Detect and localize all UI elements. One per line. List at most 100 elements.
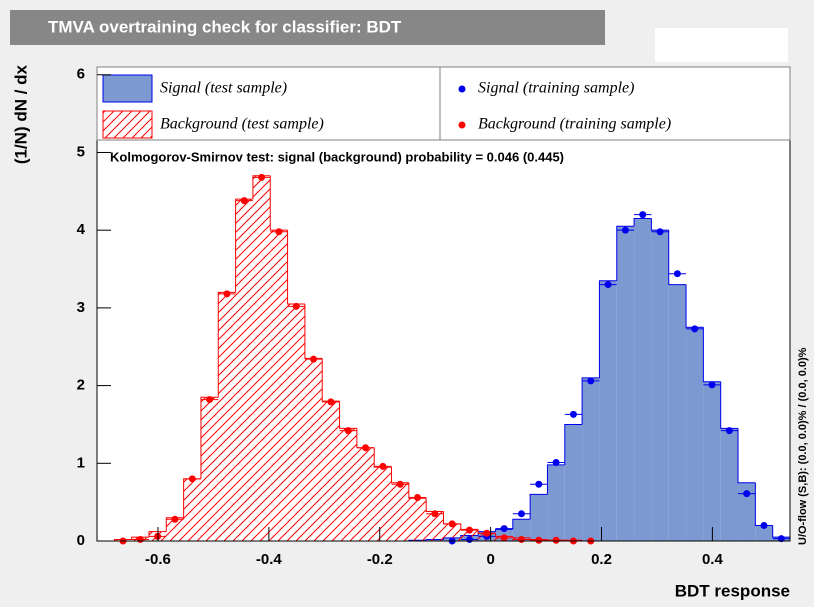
histogram-bar xyxy=(512,519,531,541)
y-tick-label: 3 xyxy=(77,299,85,316)
x-tick-label: -0.6 xyxy=(145,551,171,568)
blank-box xyxy=(655,28,788,62)
data-point xyxy=(760,521,768,529)
data-point xyxy=(483,529,491,537)
histogram-bar xyxy=(374,467,392,541)
data-point xyxy=(379,462,387,470)
histogram-bar xyxy=(322,401,340,541)
data-point xyxy=(258,173,266,181)
histogram-bar xyxy=(634,218,652,541)
histogram-bar xyxy=(651,230,669,541)
data-point xyxy=(310,355,318,363)
data-point xyxy=(136,535,144,543)
y-tick-label: 5 xyxy=(77,143,85,160)
histogram-step xyxy=(668,230,687,286)
data-point xyxy=(725,427,733,435)
histogram-step xyxy=(598,280,617,378)
data-point xyxy=(206,396,214,404)
histogram-bar xyxy=(408,498,427,541)
histogram-bar xyxy=(582,377,600,541)
legend-swatch xyxy=(102,74,153,103)
data-point xyxy=(708,381,716,389)
histogram-bar xyxy=(183,478,201,541)
histogram-step xyxy=(148,531,167,538)
data-point xyxy=(621,226,629,234)
data-point xyxy=(535,480,543,488)
x-tick-label: -0.4 xyxy=(256,551,283,568)
legend-marker xyxy=(458,121,466,129)
data-point xyxy=(604,281,612,289)
histogram-bar xyxy=(530,494,548,541)
histogram-bar xyxy=(668,284,687,541)
histogram-step xyxy=(581,377,600,425)
y-tick-label: 1 xyxy=(77,454,85,471)
data-point xyxy=(500,525,508,533)
histogram-bar xyxy=(564,424,583,541)
data-point xyxy=(223,290,231,298)
histogram-bar xyxy=(547,464,565,541)
x-tick-label: 0.2 xyxy=(591,551,612,568)
histogram-step xyxy=(529,493,548,520)
histogram-bar xyxy=(443,523,461,541)
histogram-bar xyxy=(720,428,739,541)
ks-annotation: Kolmogorov-Smirnov test: signal (backgro… xyxy=(110,149,564,164)
data-point xyxy=(327,398,335,406)
histogram-bar xyxy=(356,447,375,541)
data-point xyxy=(396,480,404,488)
x-tick-label: 0.4 xyxy=(702,551,724,568)
data-point xyxy=(656,228,664,236)
histogram-step xyxy=(200,396,219,479)
data-point xyxy=(743,490,751,498)
data-point xyxy=(362,444,370,452)
legend-label: Signal (training sample) xyxy=(478,80,634,97)
data-point xyxy=(691,325,699,333)
x-tick-label: -0.2 xyxy=(367,551,393,568)
legend-label: Background (test sample) xyxy=(160,116,324,133)
x-tick-label: 0 xyxy=(486,551,494,568)
histogram-step xyxy=(564,423,583,465)
y-tick-label: 6 xyxy=(77,66,85,83)
legend-marker xyxy=(458,85,466,93)
y-tick-label: 0 xyxy=(77,532,85,549)
histogram-step xyxy=(720,381,739,429)
data-point xyxy=(292,302,300,310)
data-point xyxy=(465,535,473,543)
histogram-bar xyxy=(755,525,773,541)
histogram-step xyxy=(616,225,635,281)
histogram-bar xyxy=(339,428,357,541)
chart-title: TMVA overtraining check for classifier: … xyxy=(48,17,402,36)
histogram-bar xyxy=(235,199,253,541)
data-point xyxy=(344,427,352,435)
data-point xyxy=(777,535,785,543)
data-point xyxy=(569,410,577,418)
histogram-bar xyxy=(252,175,271,542)
histogram-step xyxy=(287,230,305,305)
histogram-bar xyxy=(218,292,236,541)
data-point xyxy=(639,211,647,219)
histogram-bar xyxy=(166,517,184,541)
y-axis-label: (1/N) dN / dx xyxy=(11,64,30,164)
title-box xyxy=(10,10,605,45)
histogram-bar xyxy=(304,358,323,541)
histogram-bar xyxy=(599,280,617,541)
data-point xyxy=(414,493,422,501)
histogram-bar xyxy=(686,327,704,541)
y-tick-label: 2 xyxy=(77,377,85,394)
histogram-step xyxy=(512,518,531,530)
overflow-note: U/O-flow (S,B): (0.0, 0.0)% / (0.0, 0.0)… xyxy=(797,347,809,545)
data-point xyxy=(240,197,248,205)
data-point xyxy=(517,535,525,543)
data-point xyxy=(535,536,543,544)
histogram-bar xyxy=(616,226,635,541)
histogram-step xyxy=(702,327,721,383)
data-point xyxy=(587,377,595,385)
histogram-bar xyxy=(460,529,479,541)
histogram-bar xyxy=(270,230,288,541)
histogram-bar xyxy=(391,482,409,541)
histogram-step xyxy=(339,401,357,429)
histogram-step xyxy=(633,218,652,227)
data-point xyxy=(431,510,439,518)
histogram-step xyxy=(425,498,444,512)
data-point xyxy=(465,526,473,534)
